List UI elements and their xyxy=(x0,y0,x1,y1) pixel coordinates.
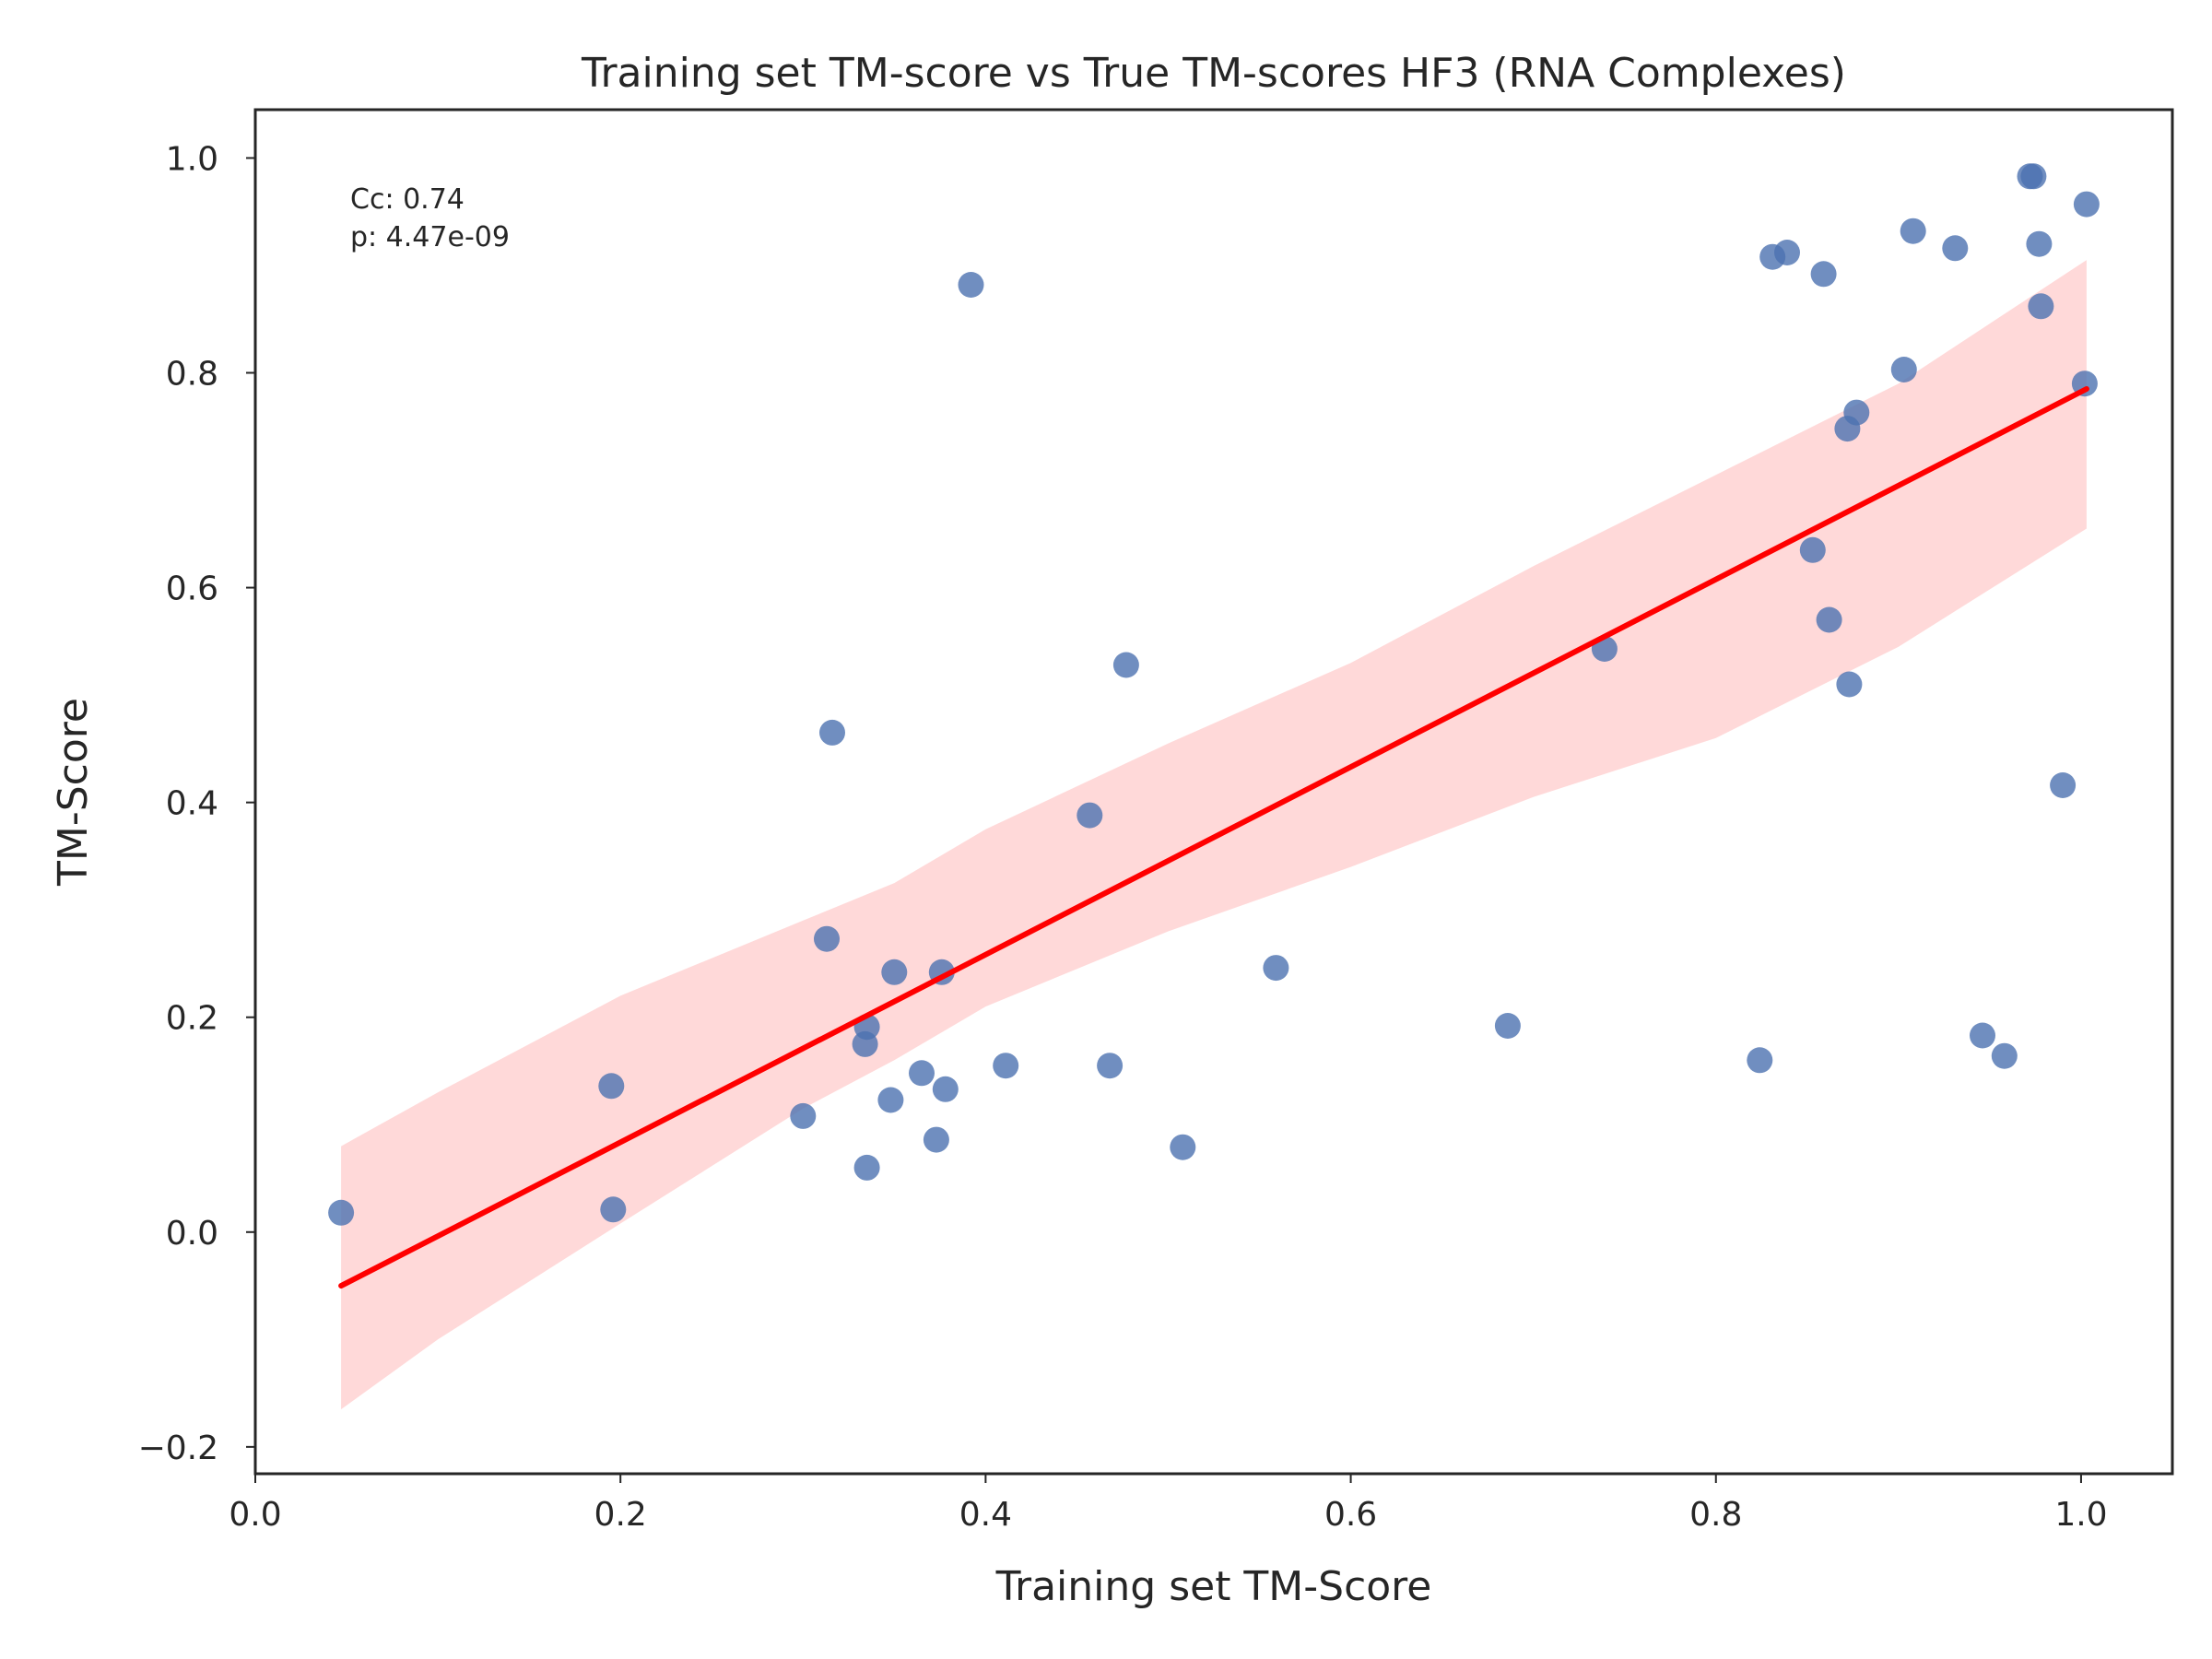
data-point xyxy=(877,1087,904,1113)
data-point xyxy=(2050,772,2077,798)
y-tick-label: 0.6 xyxy=(166,571,218,608)
data-point xyxy=(600,1196,627,1223)
data-point xyxy=(1843,399,1870,426)
x-tick-label: 0.6 xyxy=(1324,1496,1377,1534)
data-point xyxy=(598,1073,625,1100)
regression-line-layer xyxy=(338,385,2089,1289)
y-axis-ticks: −0.2 0.0 0.2 0.4 0.6 0.8 1.0 xyxy=(138,140,255,1467)
data-point xyxy=(328,1199,355,1226)
data-point xyxy=(1112,652,1139,678)
y-tick-label: 1.0 xyxy=(166,140,218,178)
x-axis-ticks: 0.0 0.2 0.4 0.6 0.8 1.0 xyxy=(229,1474,2108,1534)
y-tick-label: 0.4 xyxy=(166,785,218,823)
x-tick-label: 0.2 xyxy=(594,1496,647,1534)
data-point xyxy=(1991,1042,2018,1069)
data-point xyxy=(1942,235,1969,262)
data-point xyxy=(993,1053,1019,1079)
data-point xyxy=(2071,371,2098,397)
x-tick-label: 0.4 xyxy=(959,1496,1012,1534)
data-point xyxy=(1097,1053,1124,1079)
data-point xyxy=(1816,606,1842,633)
data-point xyxy=(1077,802,1103,829)
data-point xyxy=(1890,357,1917,382)
data-point xyxy=(1836,671,1863,698)
data-point xyxy=(790,1102,817,1129)
data-point xyxy=(2028,293,2054,320)
y-tick-label: 0.2 xyxy=(166,1000,218,1038)
x-tick-label: 1.0 xyxy=(2054,1496,2107,1534)
x-tick-label: 0.0 xyxy=(229,1496,281,1534)
data-point xyxy=(852,1030,878,1057)
data-point xyxy=(2026,230,2053,257)
data-point xyxy=(1810,261,1837,288)
data-point xyxy=(881,959,908,985)
x-axis-label: Training set TM-Score xyxy=(995,1563,1432,1610)
data-point xyxy=(2073,191,2100,218)
data-point xyxy=(958,272,984,298)
regression-line xyxy=(338,385,2089,1289)
y-tick-label: −0.2 xyxy=(138,1430,218,1467)
data-point xyxy=(932,1076,959,1102)
chart-title: Training set TM-score vs True TM-scores … xyxy=(581,50,1846,97)
data-point xyxy=(1799,536,1826,563)
y-tick-label: 0.0 xyxy=(166,1215,218,1253)
data-point xyxy=(853,1154,880,1181)
data-points-layer xyxy=(328,163,2100,1226)
plot-area-frame xyxy=(253,108,2174,1476)
data-point xyxy=(1900,218,1926,244)
annotation-p-value: p: 4.47e-09 xyxy=(350,221,510,253)
data-point xyxy=(1774,240,1800,265)
data-point xyxy=(1263,955,1289,982)
data-point xyxy=(909,1060,935,1087)
x-tick-label: 0.8 xyxy=(1689,1496,1742,1534)
y-tick-label: 0.8 xyxy=(166,356,218,394)
data-point xyxy=(1747,1047,1773,1074)
data-point xyxy=(2020,163,2047,190)
data-point xyxy=(1494,1013,1521,1039)
data-point xyxy=(814,925,840,952)
data-point xyxy=(1170,1134,1196,1160)
y-axis-label: TM-Score xyxy=(50,698,97,887)
data-point xyxy=(1970,1022,1995,1049)
annotation-correlation: Cc: 0.74 xyxy=(350,183,465,216)
data-point xyxy=(923,1126,949,1153)
data-point xyxy=(819,719,845,746)
